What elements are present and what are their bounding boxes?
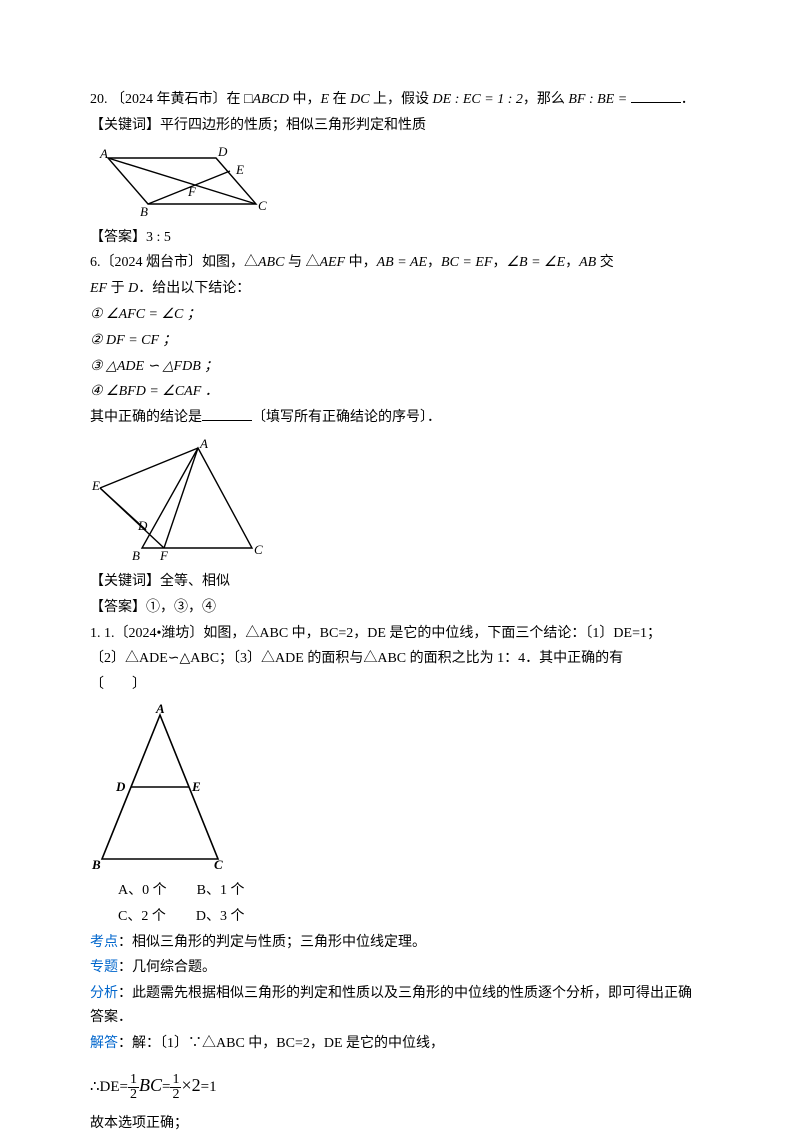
q1-optD: D、3 个 (196, 909, 245, 924)
q20-prefix: 20. 〔2024 年黄石市〕在 (90, 92, 244, 107)
svg-text:C: C (214, 857, 223, 872)
svg-text:E: E (235, 162, 244, 177)
q20-figure: A D E C B F (90, 144, 268, 220)
svg-text:E: E (191, 779, 201, 794)
q1-optB: B、1 个 (197, 883, 245, 898)
q6-figure: A E B F C D (90, 436, 270, 564)
svg-text:D: D (217, 144, 228, 159)
fraction-icon: 12 (170, 1073, 181, 1102)
svg-text:C: C (254, 542, 263, 557)
svg-text:B: B (132, 548, 140, 563)
q1-equation: ∴DE=12BC=12×2=1 (90, 1070, 703, 1102)
q6-item3: ③ △ADE ∽ △FDB ； (90, 355, 703, 379)
q1-optA: A、0 个 (118, 883, 167, 898)
q1-zhuanti: 专题：几何综合题。 (90, 956, 703, 980)
svg-text:E: E (91, 478, 100, 493)
q1-figure: A B C D E (90, 703, 230, 873)
q1-line2: 〔2〕△ADE∽△ABC；〔3〕△ADE 的面积与△ABC 的面积之比为 1：4… (90, 647, 703, 671)
q1-jieda: 解答：解：〔1〕∵△ABC 中，BC=2，DE 是它的中位线， (90, 1032, 703, 1056)
q1-kaodian: 考点：相似三角形的判定与性质；三角形中位线定理。 (90, 931, 703, 955)
q1-line3: 〔 〕 (90, 673, 703, 697)
q20-shape: □ABCD (244, 92, 289, 107)
svg-text:B: B (91, 857, 101, 872)
q1-fenxi: 分析：此题需先根据相似三角形的判定和性质以及三角形的中位线的性质逐个分析，即可得… (90, 982, 703, 1030)
q20-blank (631, 89, 681, 103)
svg-text:B: B (140, 204, 148, 219)
q6-stem-line2: EF 于 D．给出以下结论： (90, 277, 703, 301)
svg-text:C: C (258, 198, 267, 213)
svg-text:F: F (159, 548, 169, 563)
svg-text:F: F (187, 184, 197, 199)
q20-ratio-lhs: BF : BE = (568, 92, 630, 107)
q6-fill: 其中正确的结论是〔填写所有正确结论的序号〕． (90, 406, 703, 430)
q1-options: A、0 个 B、1 个 C、2 个 D、3 个 (90, 879, 703, 929)
svg-text:D: D (115, 779, 126, 794)
q1-conclusion: 故本选项正确； (90, 1112, 703, 1135)
q6-keyword: 【关键词】全等、相似 (90, 570, 703, 594)
svg-text:A: A (99, 146, 108, 161)
q20-stem: 20. 〔2024 年黄石市〕在 □ABCD 中，E 在 DC 上，假设 DE … (90, 88, 703, 112)
svg-text:A: A (199, 436, 208, 451)
q1-line1: 1. 1.〔2024•潍坊〕如图，△ABC 中，BC=2，DE 是它的中位线，下… (90, 622, 703, 646)
q20-keyword: 【关键词】平行四边形的性质；相似三角形判定和性质 (90, 114, 703, 138)
q6-item2: ② DF = CF ； (90, 329, 703, 353)
q20-answer: 【答案】3 : 5 (90, 226, 703, 250)
q6-blank (202, 407, 252, 421)
q1-optC: C、2 个 (118, 909, 166, 924)
fraction-icon: 12 (128, 1073, 139, 1102)
q6-stem-line1: 6.〔2024 烟台市〕如图，△ABC 与 △AEF 中，AB = AE，BC … (90, 251, 703, 275)
q6-item4: ④ ∠BFD = ∠CAF ． (90, 380, 703, 404)
svg-text:D: D (137, 518, 148, 533)
svg-text:A: A (155, 703, 165, 716)
q6-answer: 【答案】①，③，④ (90, 596, 703, 620)
q6-item1: ① ∠AFC = ∠C ； (90, 303, 703, 327)
